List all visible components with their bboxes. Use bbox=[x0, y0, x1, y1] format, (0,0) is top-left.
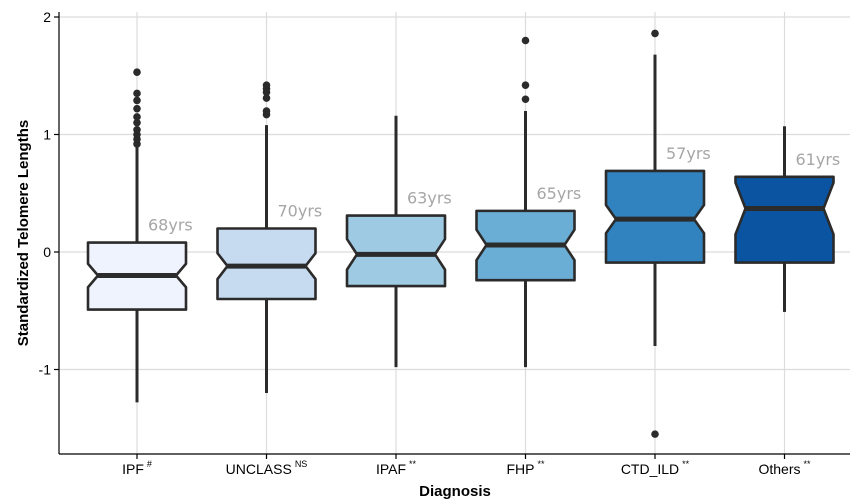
category-superscript: ** bbox=[682, 459, 690, 469]
outlier-point bbox=[651, 430, 659, 438]
outlier-point bbox=[262, 107, 271, 115]
y-tick-label: 2 bbox=[43, 9, 51, 25]
category-superscript: NS bbox=[295, 459, 308, 469]
outlier-point bbox=[133, 96, 141, 105]
x-tick-label-others: Others ** bbox=[758, 459, 811, 477]
category-superscript: ** bbox=[804, 459, 812, 469]
x-tick-label-ctd_ild: CTD_ILD ** bbox=[621, 459, 690, 477]
outlier-point bbox=[521, 36, 530, 45]
y-tick-label: 0 bbox=[43, 244, 51, 260]
age-label: 70yrs bbox=[278, 202, 323, 221]
outlier-point bbox=[262, 94, 271, 102]
box-others bbox=[734, 175, 835, 264]
box-ipaf bbox=[345, 214, 447, 288]
age-label: 65yrs bbox=[537, 184, 582, 203]
outlier-point bbox=[521, 81, 530, 89]
axes bbox=[54, 12, 850, 459]
outlier-point bbox=[133, 113, 141, 121]
outlier-point bbox=[133, 68, 141, 77]
category-superscript: # bbox=[147, 459, 152, 469]
outlier-point bbox=[651, 29, 659, 38]
category-superscript: ** bbox=[409, 459, 417, 469]
outlier-point bbox=[262, 81, 271, 89]
category-name: IPF bbox=[122, 461, 144, 477]
y-tick-label: -1 bbox=[39, 362, 52, 378]
x-tick-label-unclass: UNCLASS NS bbox=[226, 459, 308, 477]
category-name: Others bbox=[758, 461, 800, 477]
category-name: UNCLASS bbox=[226, 461, 292, 477]
y-tick-label: 1 bbox=[43, 127, 51, 143]
category-name: IPAF bbox=[376, 461, 406, 477]
boxes bbox=[86, 29, 835, 438]
category-superscript: ** bbox=[537, 459, 545, 469]
outlier-point bbox=[133, 126, 141, 134]
age-label: 57yrs bbox=[666, 144, 711, 163]
x-tick-label-ipf: IPF # bbox=[122, 459, 152, 477]
category-name: FHP bbox=[506, 461, 534, 477]
category-name: CTD_ILD bbox=[621, 461, 679, 477]
outlier-point bbox=[133, 89, 141, 98]
age-label: 61yrs bbox=[796, 150, 841, 169]
age-label: 68yrs bbox=[148, 216, 193, 235]
age-label: 63yrs bbox=[407, 189, 452, 208]
outlier-point bbox=[133, 104, 141, 113]
outlier-point bbox=[521, 95, 530, 104]
outlier-point bbox=[133, 118, 141, 127]
y-axis-title: Standardized Telomere Lengths bbox=[15, 120, 32, 346]
x-tick-label-fhp: FHP ** bbox=[506, 459, 545, 477]
x-axis-title: Diagnosis bbox=[419, 483, 491, 499]
x-tick-label-ipaf: IPAF ** bbox=[376, 459, 417, 477]
